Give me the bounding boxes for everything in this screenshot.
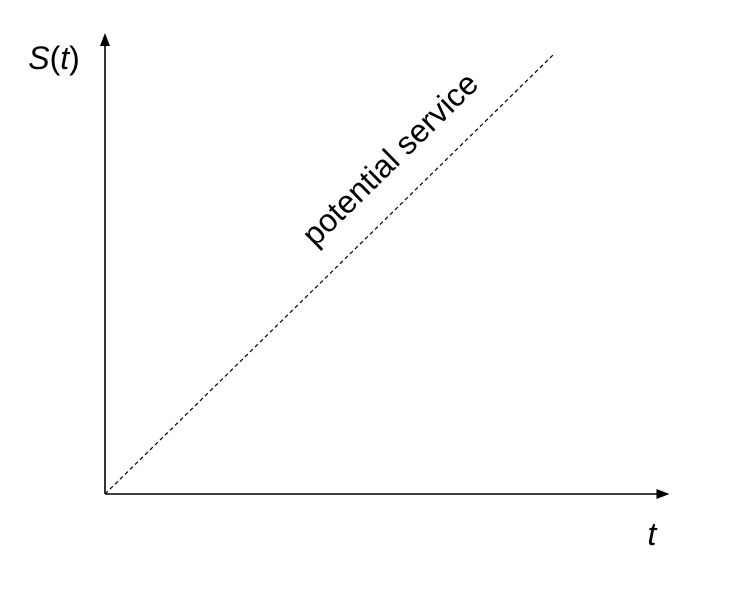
y-axis-label-open: ( [50, 40, 61, 76]
y-axis-label-close: ) [69, 40, 80, 76]
series-line-0 [104, 54, 554, 495]
y-axis-label-func: S [28, 40, 49, 76]
series-group: potential service [104, 54, 554, 495]
y-axis-label: S(t) [28, 40, 80, 76]
y-axis-arrow-icon [100, 33, 110, 47]
x-axis-arrow-icon [656, 489, 670, 499]
series-label-0: potential service [295, 65, 485, 253]
x-axis-label: t [648, 516, 658, 552]
y-axis-label-var: t [60, 40, 70, 76]
